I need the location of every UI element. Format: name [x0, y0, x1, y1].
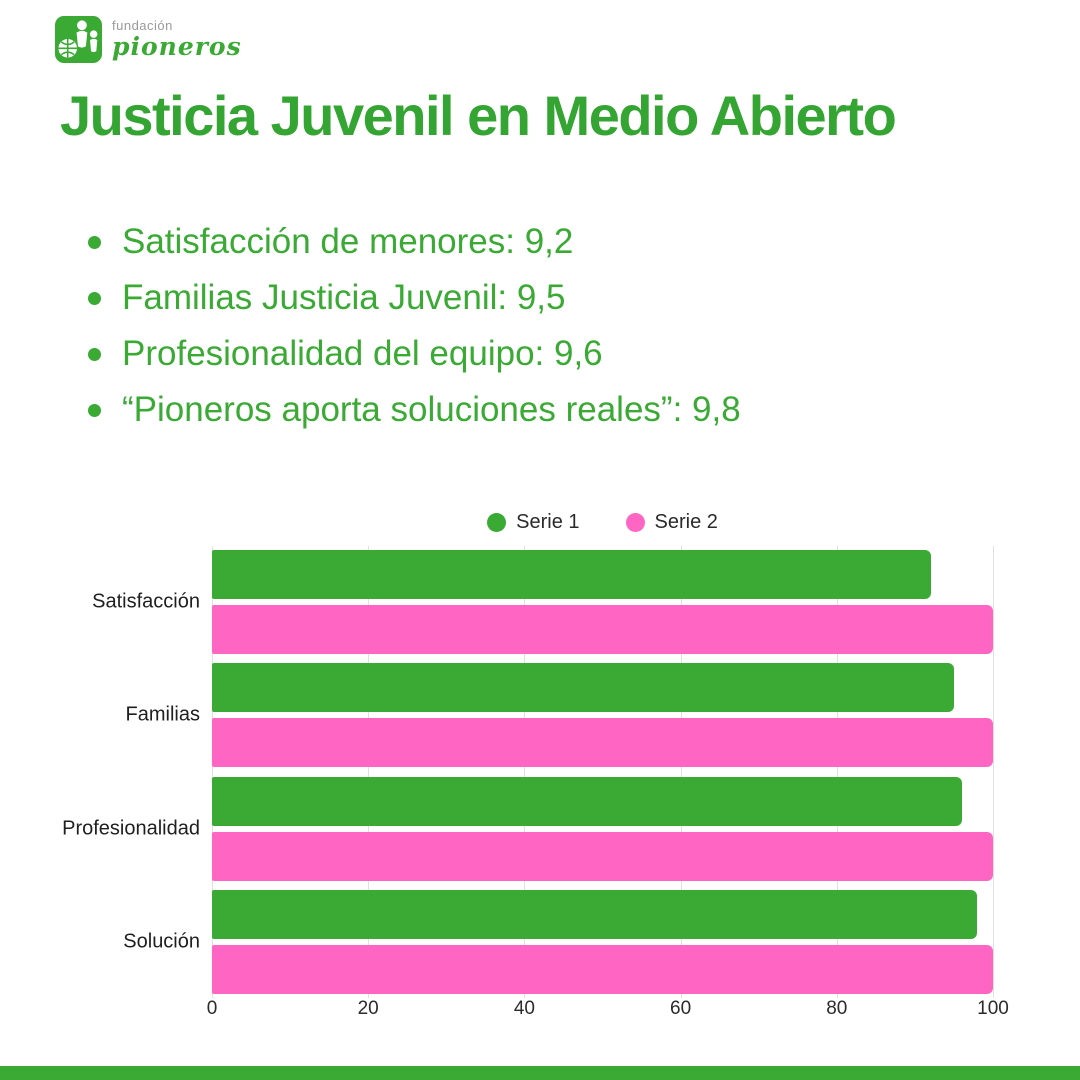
bar-groups — [212, 550, 993, 994]
gridline — [680, 546, 682, 998]
bar-serie1 — [212, 550, 931, 599]
plot-area — [212, 546, 994, 998]
gridline — [993, 546, 994, 998]
bullet-dot-icon — [88, 236, 101, 249]
category-label: Familias — [125, 703, 200, 726]
bar-serie2 — [212, 605, 993, 654]
gridline — [836, 546, 838, 998]
serie2-dot-icon — [625, 512, 645, 532]
footer-accent-bar — [0, 1066, 1080, 1080]
list-item-text: Familias Justicia Juvenil: 9,5 — [122, 278, 566, 317]
bar-serie1 — [212, 663, 954, 713]
legend-item-serie1: Serie 1 — [487, 510, 580, 534]
list-item-text: “Pioneros aporta soluciones reales”: 9,8 — [122, 390, 741, 429]
bullet-dot-icon — [88, 404, 101, 417]
bar-chart: Satisfacción Familias Profesionalidad Soluc… — [0, 546, 1080, 998]
legend-item-serie2: Serie 2 — [625, 510, 718, 534]
gridline — [368, 546, 370, 998]
category-labels: Satisfacción Familias Profesionalidad Soluc… — [0, 550, 200, 994]
gridline — [212, 546, 213, 998]
bar-serie1 — [212, 889, 978, 939]
list-item: Satisfacción de menores: 9,2 — [88, 214, 741, 270]
list-item-text: Profesionalidad del equipo: 9,6 — [122, 334, 603, 373]
legend-label: Serie 2 — [654, 510, 718, 533]
x-tick-label: 80 — [826, 998, 848, 1019]
bar-group — [212, 663, 993, 768]
brand-logo-text: fundación pioneros — [112, 16, 242, 59]
bar-serie2 — [212, 831, 993, 881]
gridline — [524, 546, 526, 998]
x-tick-label: 20 — [357, 998, 379, 1019]
page-title: Justicia Juvenil en Medio Abierto — [60, 84, 897, 147]
bar-group — [212, 889, 993, 994]
bar-group — [212, 550, 993, 654]
highlights-list: Satisfacción de menores: 9,2 Familias Ju… — [88, 214, 741, 438]
legend-label: Serie 1 — [516, 510, 580, 533]
list-item-text: Satisfacción de menores: 9,2 — [122, 222, 574, 261]
bar-serie1 — [212, 776, 962, 826]
list-item: “Pioneros aporta soluciones reales”: 9,8 — [88, 382, 741, 438]
pioneros-logo-icon — [55, 16, 102, 63]
bar-group — [212, 776, 993, 881]
bullet-dot-icon — [88, 292, 101, 305]
category-label: Satisfacción — [92, 590, 200, 613]
list-item: Familias Justicia Juvenil: 9,5 — [88, 270, 741, 326]
brand-name-small: fundación — [112, 18, 173, 33]
serie1-dot-icon — [487, 512, 507, 532]
category-label: Solución — [123, 930, 200, 953]
brand-name: pioneros — [112, 32, 242, 61]
x-tick-label: 60 — [670, 998, 692, 1019]
category-label: Profesionalidad — [62, 817, 200, 840]
bar-serie2 — [212, 718, 993, 768]
x-tick-label: 40 — [513, 998, 535, 1019]
x-axis: 0 20 40 60 80 100 — [207, 998, 1009, 1024]
bullet-dot-icon — [88, 348, 101, 361]
x-tick-label: 0 — [206, 998, 218, 1019]
brand-logo: fundación pioneros — [55, 16, 242, 63]
bar-serie2 — [212, 944, 993, 994]
list-item: Profesionalidad del equipo: 9,6 — [88, 326, 741, 382]
chart-legend: Serie 1 Serie 2 — [212, 506, 993, 538]
x-tick-label: 100 — [977, 998, 1009, 1019]
